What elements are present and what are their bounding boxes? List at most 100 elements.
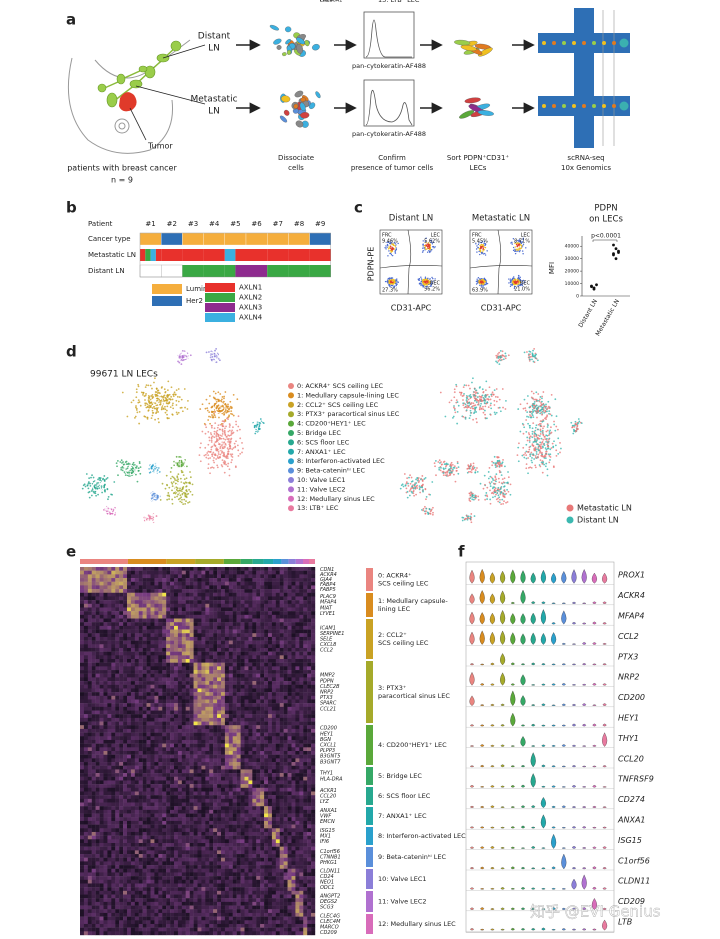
umap-cell bbox=[490, 407, 493, 410]
heatmap-cell bbox=[83, 592, 89, 597]
umap-cell bbox=[526, 351, 528, 353]
heatmap-cell bbox=[111, 611, 116, 616]
umap-cell bbox=[132, 399, 135, 402]
heatmap-cell bbox=[115, 655, 120, 660]
heatmap-cell bbox=[103, 655, 108, 660]
heatmap-cell bbox=[221, 640, 226, 645]
heatmap-cell bbox=[154, 600, 159, 604]
heatmap-cell bbox=[146, 644, 151, 649]
heatmap-cell bbox=[311, 570, 316, 575]
flow-event bbox=[422, 247, 424, 249]
umap-cell bbox=[230, 461, 233, 464]
heatmap-cell bbox=[138, 600, 143, 604]
heatmap-cell bbox=[99, 662, 104, 667]
heatmap-cell bbox=[307, 614, 312, 619]
flow-event bbox=[390, 248, 392, 250]
umap-cell bbox=[486, 393, 489, 396]
heatmap-cell bbox=[264, 633, 269, 638]
heatmap-cell bbox=[303, 659, 308, 663]
heatmap-cell bbox=[138, 570, 143, 575]
heatmap-cell bbox=[142, 647, 147, 652]
umap-cell bbox=[469, 470, 472, 473]
flow-event bbox=[484, 244, 486, 247]
umap-cell bbox=[203, 422, 206, 425]
heatmap-cell bbox=[248, 567, 253, 571]
heatmap-cell bbox=[221, 625, 226, 630]
heatmap-cell bbox=[248, 570, 253, 575]
flow-event bbox=[387, 255, 389, 257]
heatmap-cell bbox=[303, 625, 308, 630]
umap-cell bbox=[465, 409, 468, 412]
distant-ln-cell bbox=[160, 264, 183, 278]
heatmap-cell bbox=[142, 622, 147, 627]
heatmap-cell bbox=[240, 611, 245, 616]
heatmap-cell bbox=[256, 636, 261, 641]
umap-cell bbox=[429, 512, 432, 515]
heatmap-cell bbox=[134, 655, 139, 660]
flow-event bbox=[428, 282, 431, 285]
heatmap-cell bbox=[146, 581, 151, 586]
heatmap-cell bbox=[224, 629, 230, 634]
heatmap-cell bbox=[244, 651, 249, 656]
heatmap-cell bbox=[111, 596, 116, 601]
heatmap-cell bbox=[189, 614, 194, 619]
heatmap-cell bbox=[224, 592, 230, 597]
umap-cell bbox=[468, 417, 471, 420]
heatmap-cell bbox=[197, 618, 202, 623]
heatmap-cell bbox=[134, 659, 139, 663]
umap-cell bbox=[226, 438, 229, 440]
umap-cell bbox=[130, 401, 133, 404]
umap-cell bbox=[174, 492, 177, 495]
flow-title: Distant LN bbox=[389, 214, 433, 224]
umap-cell bbox=[462, 386, 465, 388]
umap-cell bbox=[133, 463, 136, 466]
cluster-bar bbox=[273, 559, 282, 564]
umap-cell bbox=[146, 416, 149, 419]
heatmap-cell bbox=[170, 603, 175, 608]
heatmap-cell bbox=[221, 603, 226, 608]
heatmap-cell bbox=[142, 644, 147, 649]
umap-cell bbox=[411, 485, 414, 488]
heatmap-cell bbox=[299, 585, 304, 590]
heatmap-cell bbox=[303, 633, 308, 638]
umap-cell bbox=[150, 417, 153, 420]
heatmap-cell bbox=[232, 600, 237, 604]
flow-event bbox=[434, 246, 436, 248]
heatmap-cell bbox=[287, 600, 292, 604]
heatmap-cell bbox=[83, 618, 89, 623]
heatmap-cell bbox=[162, 647, 167, 652]
heatmap-cell bbox=[154, 655, 159, 660]
flow-event bbox=[514, 248, 516, 251]
heatmap-cell bbox=[224, 600, 230, 604]
cell-icon bbox=[283, 109, 290, 116]
heatmap-cell bbox=[130, 578, 136, 582]
heatmap-cell bbox=[150, 589, 155, 593]
heatmap-cell bbox=[111, 603, 116, 608]
flow-event bbox=[387, 244, 389, 247]
heatmap-cell bbox=[295, 629, 300, 634]
umap-cell bbox=[489, 485, 492, 488]
umap-cell bbox=[227, 450, 230, 453]
heatmap-cell bbox=[170, 589, 175, 593]
flow-event bbox=[388, 279, 390, 282]
heatmap-cell bbox=[307, 636, 312, 641]
heatmap-cell bbox=[275, 651, 280, 656]
umap-cell bbox=[526, 415, 528, 418]
umap-cell bbox=[175, 411, 178, 414]
heatmap-cell bbox=[103, 611, 108, 616]
heatmap-cell bbox=[166, 647, 171, 652]
heatmap-cell bbox=[142, 659, 147, 663]
heatmap-cell bbox=[142, 581, 147, 586]
heatmap-cell bbox=[107, 611, 112, 616]
heatmap-cell bbox=[201, 603, 206, 608]
heatmap-cell bbox=[221, 644, 226, 649]
flow-event bbox=[389, 245, 392, 248]
umap-cell bbox=[213, 430, 216, 433]
flow-event bbox=[427, 277, 429, 279]
umap-cell bbox=[479, 386, 481, 388]
umap-cell bbox=[239, 452, 242, 455]
heatmap-cell bbox=[260, 629, 265, 634]
umap-cell bbox=[448, 471, 451, 474]
bead bbox=[582, 104, 586, 108]
cell-icon bbox=[312, 44, 320, 51]
